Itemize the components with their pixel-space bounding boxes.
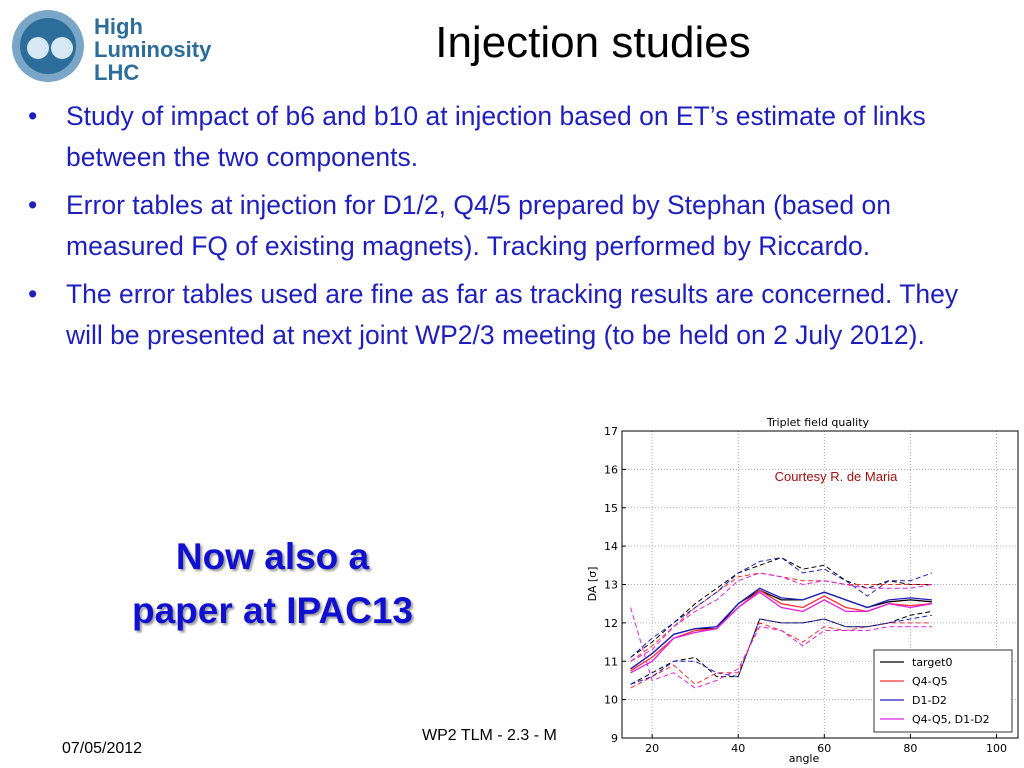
logo-text: High [94,14,143,39]
series-line [630,591,933,674]
callout: Now also a paper at IPAC13 [60,530,485,638]
bullet-text: The error tables used are fine as far as… [66,279,959,350]
bullet: • The error tables used are fine as far a… [28,279,959,350]
slide-title: Injection studies [435,18,751,67]
logo: High Luminosity LHC [12,10,212,85]
range-line [630,557,932,658]
plot-frame [621,430,1019,739]
y-tick-label: 17 [604,425,618,438]
bullet: • Error tables at injection for D1/2, Q4/… [28,190,891,261]
logo-beam [27,37,49,59]
annotation: Courtesy R. de Maria [775,469,899,484]
range-line [630,572,932,662]
y-tick-label: 15 [604,502,618,515]
y-tick-label: 16 [604,463,618,476]
y-tick-label: 14 [604,540,618,553]
range-line [630,607,932,689]
x-tick-label: 40 [731,742,745,755]
logo-beam [51,37,73,59]
callout-line: paper at IPAC13 [131,590,414,631]
x-tick-label: 80 [903,742,917,755]
bullet-text: Study of impact of b6 and b10 at injecti… [66,101,926,172]
y-tick-label: 13 [604,579,618,592]
legend-label: Q4-Q5, D1-D2 [912,713,990,726]
y-tick-label: 10 [604,694,618,707]
x-tick-label: 20 [645,742,659,755]
x-tick-label: 60 [817,742,831,755]
y-tick-label: 11 [604,655,618,668]
footer-center: WP2 TLM - 2.3 - M [422,727,557,744]
legend-box [873,649,1013,733]
legend-label: Q4-Q5 [912,675,948,688]
bullet-text: Error tables at injection for D1/2, Q4/5… [66,190,891,261]
callout-line: Now also a [175,536,370,577]
y-axis-label: DA [σ] [586,567,599,602]
bullet-list: • Study of impact of b6 and b10 at inject… [28,96,978,363]
footer-date: 07/05/2012 [62,740,143,757]
range-line [630,557,933,658]
logo-text: LHC [94,60,139,85]
legend-label: target0 [912,656,952,669]
y-tick-label: 9 [611,732,618,745]
logo-text: Luminosity [94,37,212,62]
bullet: • Study of impact of b6 and b10 at inject… [28,101,926,172]
range-line [630,614,932,685]
x-tick-label: 100 [986,742,1007,755]
series-line [630,587,932,670]
legend-label: D1-D2 [912,694,947,707]
chart: Triplet field quality angle DA [σ] 9 10 11… [582,412,1024,768]
y-tick-label: 12 [604,617,618,630]
x-axis-label: angle [789,752,820,765]
chart-title: Triplet field quality [766,416,870,429]
